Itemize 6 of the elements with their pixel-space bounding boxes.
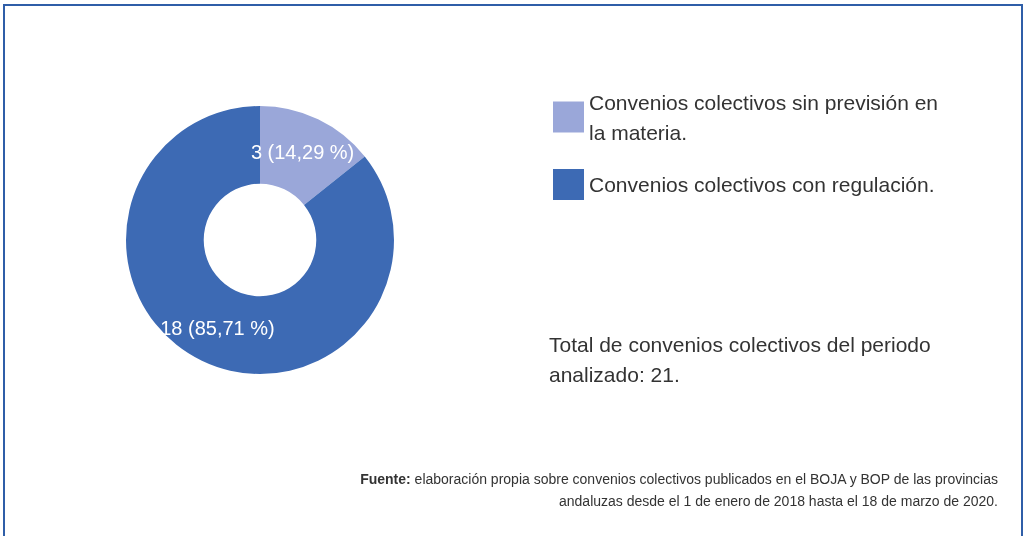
source-note: Fuente: elaboración propia sobre convenios colectivos publicados en el BOJA y BOP de las provincias andaluzas desde el 1 de enero de 2018 hasta el 18 de marzo de 2020.: [359, 470, 998, 511]
legend-label: Convenios colectivos sin previsión en la materia.: [589, 90, 944, 144]
text: Total de convenios colectivos del periodo analizado: 21.: [549, 332, 932, 388]
data-label: 18 (85,71 %): [160, 317, 275, 340]
data-label: 3 (14,29 %): [250, 140, 355, 163]
legend-label: Convenios colectivos con regulación.: [589, 173, 935, 196]
